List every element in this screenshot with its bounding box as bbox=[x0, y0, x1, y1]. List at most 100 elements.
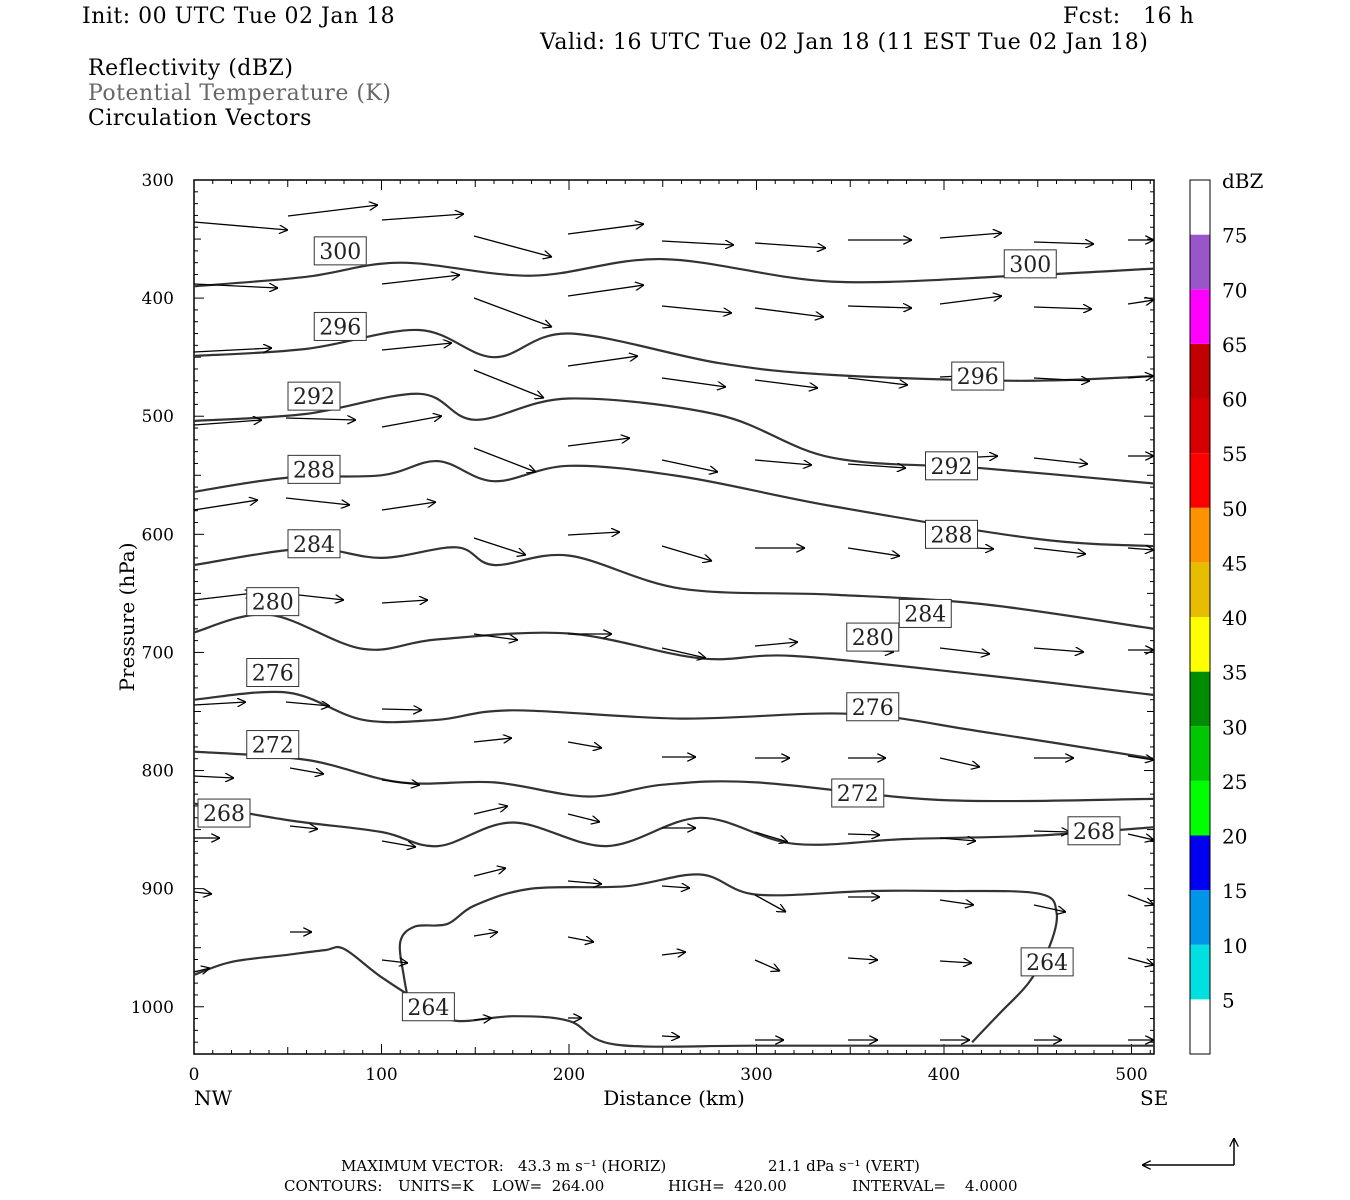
wind-vector-arrow bbox=[473, 297, 552, 327]
contours-interval: INTERVAL= 4.0000 bbox=[852, 1177, 1018, 1195]
wind-vector-arrow bbox=[661, 241, 734, 245]
wind-vector-arrow bbox=[661, 377, 726, 387]
contour-label-box bbox=[313, 311, 367, 341]
contour-label-box bbox=[246, 658, 300, 688]
wind-vector-arrow bbox=[193, 702, 246, 705]
contour-label: 300 bbox=[1009, 253, 1051, 278]
wind-vector-arrow bbox=[661, 459, 718, 472]
wind-vector-arrow bbox=[939, 900, 974, 905]
x-end-label-right: SE bbox=[1140, 1086, 1168, 1110]
colorbar-tick-label: 60 bbox=[1222, 388, 1247, 412]
wind-vector-arrow bbox=[567, 741, 602, 748]
wind-vector-arrow bbox=[567, 937, 594, 942]
wind-vector-arrow bbox=[661, 952, 686, 955]
wind-vector-arrow bbox=[193, 420, 262, 426]
wind-vector-arrow bbox=[473, 447, 536, 472]
wind-vector-arrow bbox=[473, 738, 512, 742]
wind-vector-arrow bbox=[567, 438, 630, 447]
reference-vector-icon bbox=[1142, 1138, 1234, 1165]
wind-vector-arrow bbox=[661, 545, 712, 561]
contour-label: 292 bbox=[293, 385, 335, 410]
wind-vector-arrow bbox=[1127, 957, 1154, 965]
y-tick-label: 300 bbox=[142, 171, 174, 191]
wind-vector-arrow bbox=[847, 958, 878, 960]
colorbar-swatch bbox=[1190, 453, 1210, 508]
wind-vector-arrow bbox=[289, 826, 318, 829]
colorbar-swatch bbox=[1190, 890, 1210, 945]
wind-vector-arrow bbox=[754, 831, 788, 842]
contour-label-box bbox=[287, 529, 341, 559]
contour-label-box bbox=[1067, 816, 1121, 846]
wind-vector-arrow bbox=[381, 416, 442, 428]
wind-vector-arrow bbox=[661, 886, 690, 888]
isentrope-300 bbox=[193, 257, 1155, 288]
wind-vector-arrow bbox=[567, 532, 620, 535]
contour-label: 280 bbox=[852, 626, 894, 651]
wind-vector-arrow bbox=[847, 377, 908, 385]
axis-tick-labels: 0 100 200 300 400 500 300 400 500 600 700 800 900 100… bbox=[131, 171, 1148, 1085]
wind-vector-arrow bbox=[381, 779, 420, 785]
contours-label: CONTOURS: bbox=[284, 1177, 383, 1195]
colorbar-swatch bbox=[1190, 944, 1210, 1000]
wind-vector-arrow bbox=[754, 242, 826, 248]
contour-label: 264 bbox=[1026, 951, 1068, 976]
contour-label: 272 bbox=[252, 734, 294, 759]
wind-vector-arrow bbox=[193, 221, 288, 230]
wind-vector-arrow bbox=[1033, 242, 1094, 244]
x-tick-label: 100 bbox=[365, 1065, 397, 1085]
forecast-hour: Fcst: 16 h bbox=[1063, 4, 1195, 29]
wind-vector-arrow bbox=[381, 214, 464, 221]
wind-vector-arrow bbox=[939, 233, 1002, 239]
y-tick-label: 1000 bbox=[131, 998, 174, 1018]
wind-vector-arrow bbox=[567, 224, 644, 235]
wind-vector-arrow bbox=[473, 868, 506, 877]
colorbar-tick-label: 5 bbox=[1222, 988, 1235, 1012]
isentrope-284 bbox=[193, 546, 1155, 630]
contour-label-box bbox=[287, 454, 341, 484]
colorbar: 5 10 15 20 25 30 35 40 45 50 55 60 65 70 75 bbox=[1189, 179, 1247, 1055]
wind-vector-arrow bbox=[567, 356, 638, 367]
wind-vector-arrow bbox=[381, 960, 408, 963]
contour-label-box bbox=[313, 236, 367, 266]
contour-label-box bbox=[831, 778, 885, 808]
wind-vector-arrow bbox=[193, 968, 210, 972]
contour-label-box bbox=[1020, 947, 1074, 977]
y-axis-label: Pressure (hPa) bbox=[115, 543, 139, 692]
init-time: Init: 00 UTC Tue 02 Jan 18 bbox=[82, 4, 396, 29]
contour-labels: 268 268 272 272 276 276 280 280 284 284 288 288 292 2… bbox=[197, 236, 1121, 1022]
wind-vector-arrow bbox=[193, 776, 234, 778]
colorbar-frame bbox=[1189, 179, 1211, 1055]
isentrope-272 bbox=[193, 750, 1155, 803]
contour-label-box bbox=[925, 519, 978, 549]
contour-label-box bbox=[1003, 249, 1057, 279]
wind-vector-arrow bbox=[193, 892, 212, 894]
y-tick-label: 700 bbox=[142, 643, 174, 663]
contour-label: 284 bbox=[293, 533, 335, 558]
wind-vector-arrow bbox=[1033, 831, 1070, 832]
wind-vector-arrow bbox=[567, 813, 600, 822]
wind-vector-arrow bbox=[754, 894, 786, 912]
wind-vector-arrow bbox=[661, 1036, 680, 1037]
colorbar-swatch bbox=[1190, 835, 1210, 891]
wind-vector-arrow bbox=[847, 306, 912, 308]
y-tick-label: 400 bbox=[142, 289, 174, 309]
contour-label: 292 bbox=[931, 455, 973, 480]
colorbar-swatch bbox=[1190, 617, 1210, 672]
wind-vector-arrow bbox=[381, 709, 422, 710]
wind-vector-arrow bbox=[473, 537, 526, 555]
x-tick-label: 300 bbox=[740, 1065, 772, 1085]
wind-vector-arrow bbox=[939, 757, 980, 767]
colorbar-tick-label: 15 bbox=[1222, 879, 1247, 903]
contour-label: 268 bbox=[203, 802, 245, 827]
x-end-label-left: NW bbox=[194, 1086, 233, 1110]
wind-vector-arrow bbox=[381, 840, 416, 847]
plot-frame bbox=[193, 179, 1155, 1055]
wind-vector-arrow bbox=[567, 881, 602, 884]
colorbar-swatch bbox=[1190, 780, 1210, 836]
wind-vector-arrow bbox=[473, 633, 518, 640]
colorbar-swatch bbox=[1190, 398, 1210, 454]
wind-vector-arrow bbox=[661, 305, 732, 313]
contour-label: 280 bbox=[252, 591, 294, 616]
wind-vector-arrow bbox=[1127, 894, 1154, 905]
contour-label-box bbox=[846, 692, 900, 722]
